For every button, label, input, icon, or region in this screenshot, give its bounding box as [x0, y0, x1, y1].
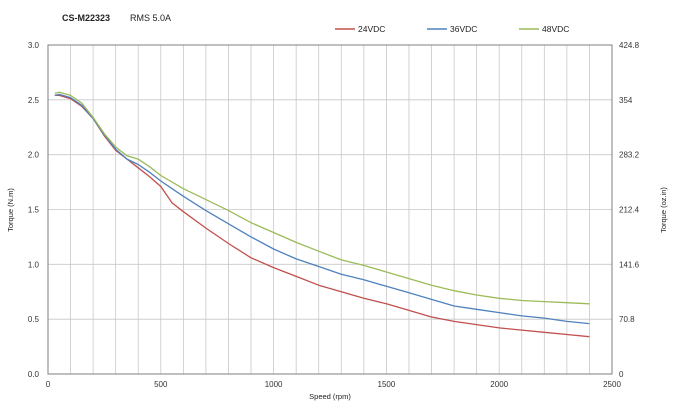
legend: 24VDC 36VDC 48VDC	[335, 24, 569, 34]
x-tick-label: 1500	[378, 380, 396, 389]
x-tick-label: 1000	[265, 380, 283, 389]
model-label: CS-M22323	[62, 13, 110, 23]
y-tick-label: 1.5	[28, 206, 40, 215]
x-axis-title: Speed (rpm)	[309, 392, 351, 401]
grid-lines	[48, 45, 612, 374]
x-tick-label: 0	[46, 380, 51, 389]
plot-frame	[47, 44, 613, 375]
legend-label: 36VDC	[450, 24, 477, 34]
legend-label: 48VDC	[542, 24, 569, 34]
series-line-36vdc	[54, 93, 590, 325]
y-tick-label: 0.5	[28, 315, 40, 324]
y-tick-label: 2.5	[28, 96, 40, 105]
y2-tick-label: 141.6	[619, 260, 640, 269]
series-lines	[54, 91, 590, 338]
y-tick-label: 1.0	[28, 260, 40, 269]
y2-tick-label: 283.2	[619, 151, 640, 160]
tick-labels: 0 500 1000 1500 2000 2500 0.0 0.5 1.0 1.5 2.0 2.5 3.…	[28, 41, 640, 389]
x-tick-label: 500	[154, 380, 168, 389]
legend-label: 24VDC	[358, 24, 385, 34]
y-tick-label: 3.0	[28, 41, 40, 50]
series-line-24vdc	[54, 94, 590, 338]
x-tick-label: 2500	[603, 380, 621, 389]
x-tick-label: 2000	[490, 380, 508, 389]
y-tick-label: 2.0	[28, 151, 40, 160]
y-tick-label: 0.0	[28, 370, 40, 379]
y2-axis-title: Torque (oz.in)	[659, 187, 668, 233]
y2-tick-label: 424.8	[619, 41, 640, 50]
y2-tick-label: 354	[619, 96, 633, 105]
y2-tick-label: 212.4	[619, 206, 640, 215]
series-line-48vdc	[54, 91, 590, 305]
y-axis-title: Torque (N.m)	[6, 188, 15, 232]
y2-tick-label: 0	[619, 370, 624, 379]
y2-tick-label: 70.8	[619, 315, 635, 324]
rms-label: RMS 5.0A	[130, 13, 171, 23]
